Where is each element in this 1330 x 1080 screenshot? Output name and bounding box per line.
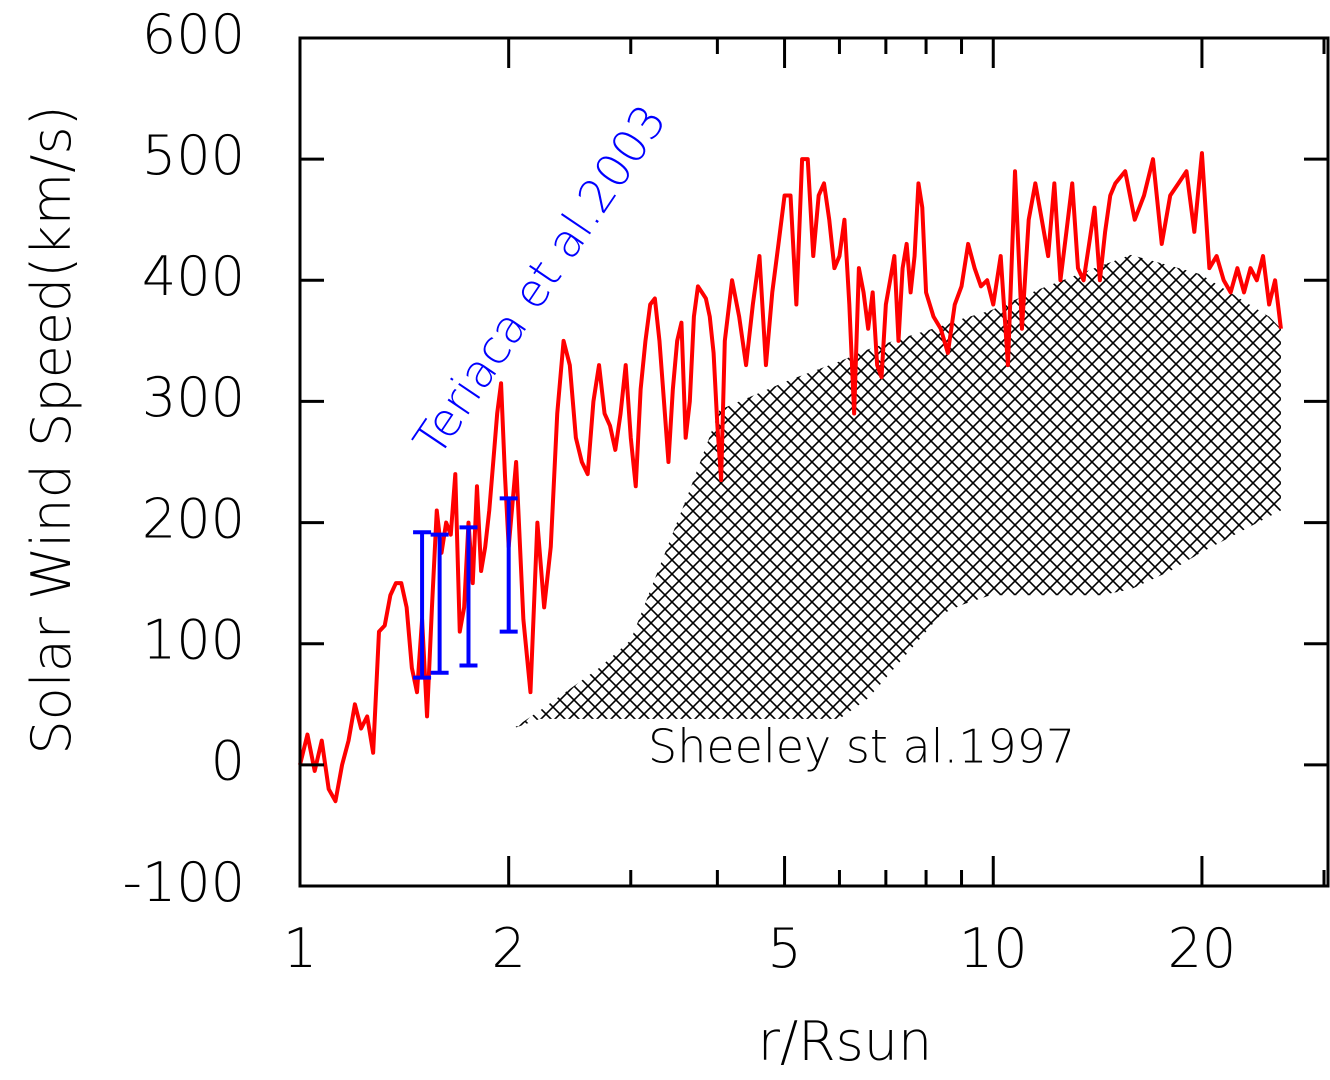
y-tick-label: 0	[211, 730, 245, 793]
x-tick-label: 1	[283, 917, 317, 980]
y-tick-label: 100	[142, 608, 245, 671]
x-tick-label: 10	[959, 917, 1028, 980]
hatched-band	[513, 254, 1281, 729]
x-tick-label: 5	[767, 917, 801, 980]
plot-frame	[298, 36, 1330, 888]
data-line	[298, 151, 1283, 804]
x-tick-label: 2	[492, 917, 526, 980]
y-tick-label: 400	[142, 245, 245, 308]
x-axis-label: r/Rsun	[758, 1010, 933, 1073]
y-tick-label: 500	[142, 124, 245, 187]
y-tick-label: 200	[142, 487, 245, 550]
annotation: Teriaca et al.2003	[403, 95, 677, 465]
y-tick-label: -100	[122, 851, 245, 914]
y-axis-label: Solar Wind Speed(km/s)	[20, 105, 83, 754]
y-tick-label: 600	[142, 3, 245, 66]
annotation: Sheeley st al.1997	[648, 720, 1075, 774]
y-tick-label: 300	[142, 366, 245, 429]
x-tick-label: 20	[1168, 917, 1237, 980]
